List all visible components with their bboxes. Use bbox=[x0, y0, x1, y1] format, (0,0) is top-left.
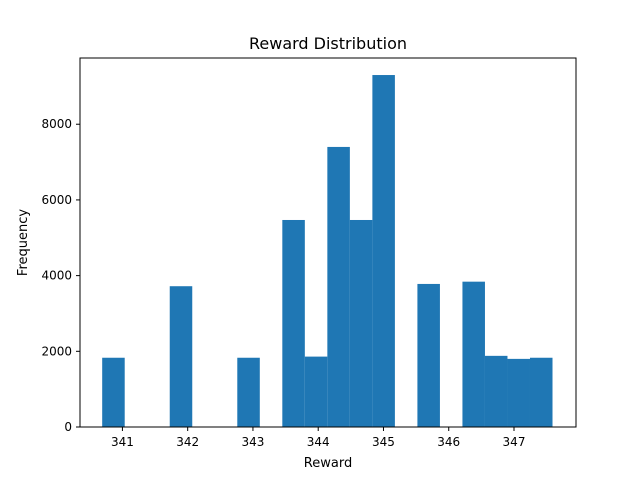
chart-title: Reward Distribution bbox=[249, 34, 407, 53]
bars-group bbox=[102, 75, 553, 428]
x-axis-label: Reward bbox=[304, 456, 352, 471]
x-tick-label: 344 bbox=[307, 435, 330, 449]
y-tick-label: 8000 bbox=[41, 117, 72, 131]
histogram-bar-10 bbox=[484, 355, 508, 427]
x-tick-label: 346 bbox=[437, 435, 460, 449]
x-tick-label: 347 bbox=[503, 435, 526, 449]
y-axis-ticks: 0 2000 4000 6000 8000 bbox=[41, 117, 80, 434]
histogram-bar-9 bbox=[462, 281, 485, 427]
histogram-bar-2 bbox=[237, 357, 260, 427]
histogram-bar-3 bbox=[282, 219, 305, 427]
histogram-bar-7 bbox=[372, 75, 395, 428]
y-tick-label: 0 bbox=[64, 420, 72, 434]
x-tick-label: 343 bbox=[241, 435, 264, 449]
histogram-bar-12 bbox=[529, 357, 553, 427]
y-axis-label: Frequency bbox=[16, 209, 31, 276]
histogram-bar-8 bbox=[417, 283, 440, 427]
x-tick-label: 345 bbox=[372, 435, 395, 449]
histogram-bar-0 bbox=[102, 357, 125, 427]
histogram-bar-4 bbox=[304, 356, 328, 427]
histogram-bar-1 bbox=[169, 286, 193, 427]
y-tick-label: 4000 bbox=[41, 269, 72, 283]
x-tick-label: 342 bbox=[176, 435, 199, 449]
histogram-bar-5 bbox=[327, 146, 350, 427]
x-axis-ticks: 341 342 343 344 345 346 347 bbox=[111, 427, 525, 449]
histogram-bar-6 bbox=[349, 219, 373, 427]
plot-frame bbox=[79, 57, 577, 428]
histogram-bar-11 bbox=[507, 358, 530, 427]
y-tick-label: 2000 bbox=[41, 344, 72, 358]
x-tick-label: 341 bbox=[111, 435, 134, 449]
y-tick-label: 6000 bbox=[41, 193, 72, 207]
